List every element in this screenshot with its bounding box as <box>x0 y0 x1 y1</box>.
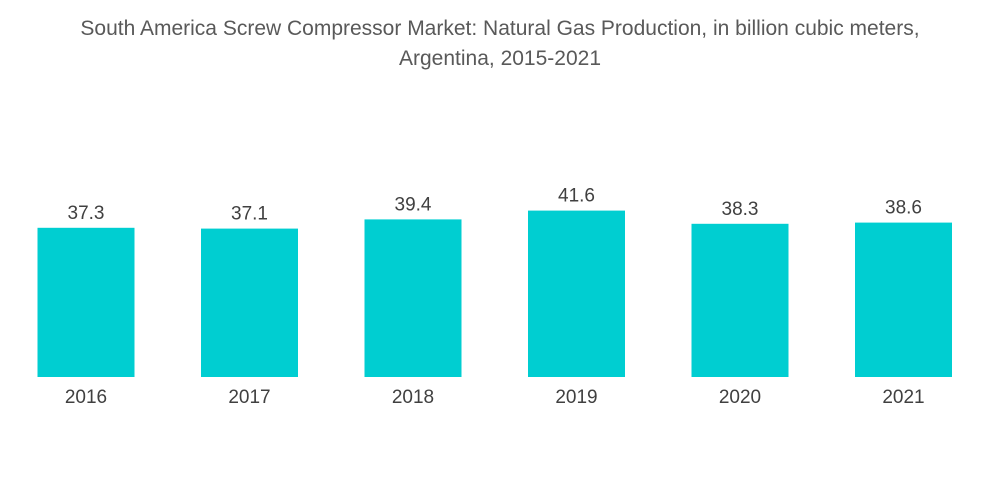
chart-title-line-1: South America Screw Compressor Market: N… <box>80 17 920 40</box>
x-tick-2016: 2016 <box>65 387 107 408</box>
bar-2016 <box>37 227 135 377</box>
data-label-2019: 41.6 <box>558 186 595 207</box>
bar-2020 <box>691 223 789 377</box>
chart-title-line-2: Argentina, 2015-2021 <box>399 47 601 70</box>
x-tick-2019: 2019 <box>555 387 597 408</box>
data-label-2018: 39.4 <box>395 194 432 215</box>
bar-2019 <box>528 210 625 377</box>
x-tick-2020: 2020 <box>719 387 761 408</box>
x-tick-2017: 2017 <box>228 387 270 408</box>
x-tick-2018: 2018 <box>392 387 434 408</box>
bar-2021 <box>855 222 952 377</box>
data-label-2016: 37.3 <box>68 203 105 224</box>
data-label-2021: 38.6 <box>885 198 922 219</box>
data-label-2017: 37.1 <box>231 204 268 225</box>
data-label-2020: 38.3 <box>722 199 759 220</box>
bars-layer <box>37 210 952 377</box>
value-labels-layer: 37.3 37.1 39.4 41.6 38.3 38.6 <box>68 186 922 225</box>
bar-2017 <box>201 228 298 377</box>
bar-2018 <box>364 219 462 377</box>
chart-title: South America Screw Compressor Market: N… <box>0 14 1000 74</box>
x-axis-ticks: 2016 2017 2018 2019 2020 2021 <box>65 387 925 408</box>
x-tick-2021: 2021 <box>882 387 924 408</box>
